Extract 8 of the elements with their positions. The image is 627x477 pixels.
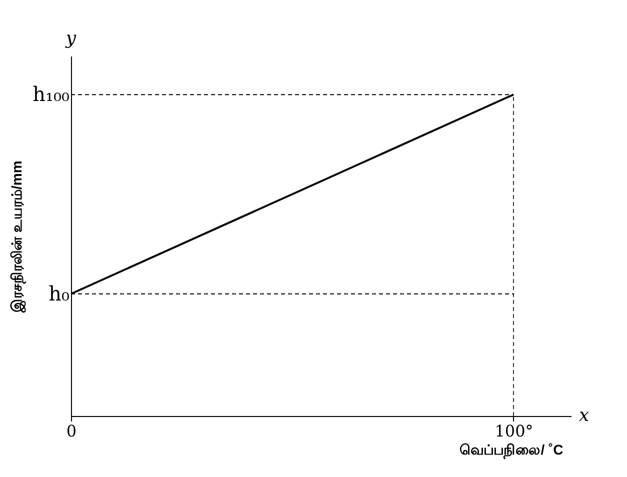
x-tick-label: 100° bbox=[494, 422, 534, 440]
x-tick-label: 0 bbox=[66, 422, 77, 440]
x-axis-title: வெப்பநிலை/ ˚C bbox=[460, 442, 564, 460]
ref-line-label: h₁₀₀ bbox=[32, 82, 70, 106]
text: y bbox=[64, 28, 77, 49]
ref-line-label: h₀ bbox=[48, 281, 70, 306]
text: x bbox=[579, 405, 590, 426]
y-axis-title: இரசநிரலின் உயரம்/mm bbox=[8, 160, 27, 314]
